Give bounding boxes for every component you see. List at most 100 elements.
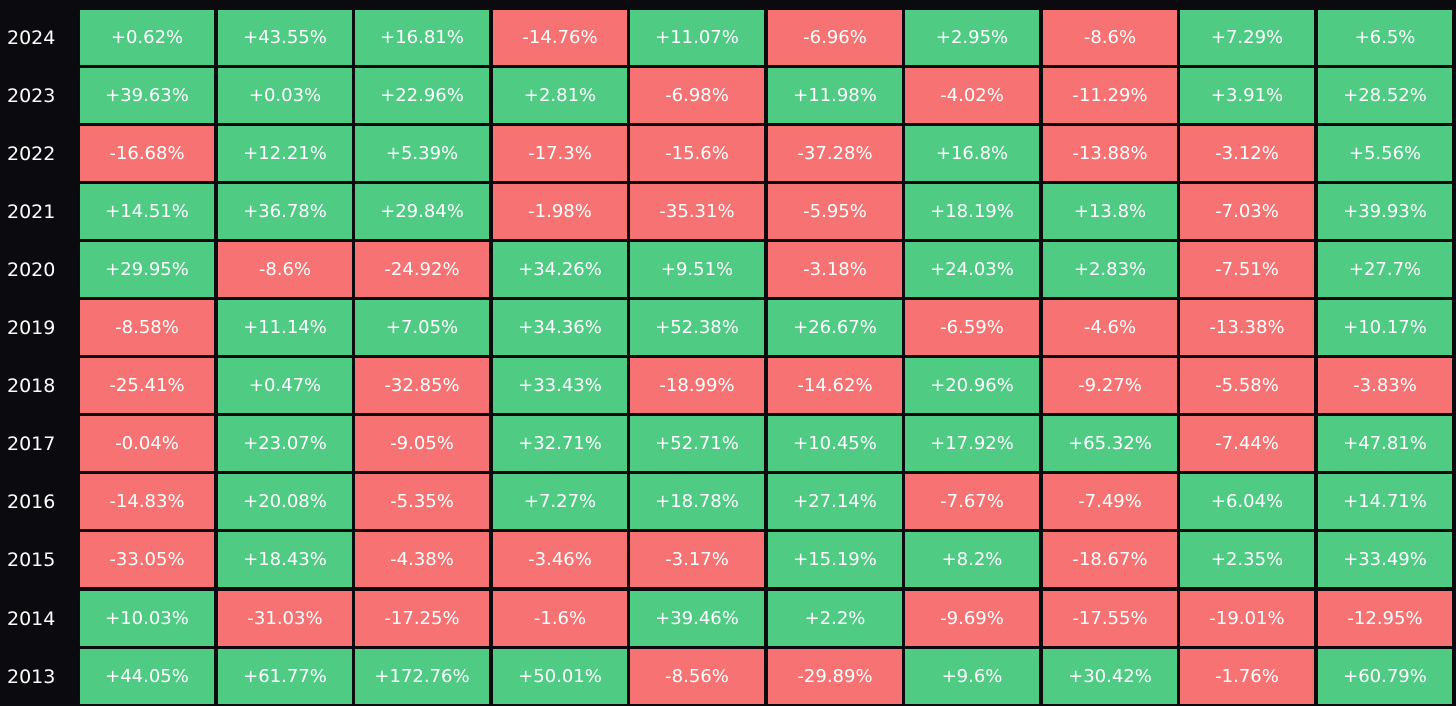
heatmap-cell: +2.2% bbox=[768, 591, 902, 646]
heatmap-cell: +0.47% bbox=[218, 358, 352, 413]
heatmap-cell: -24.92% bbox=[355, 242, 489, 297]
heatmap-cell: -3.18% bbox=[768, 242, 902, 297]
heatmap-cell: -7.49% bbox=[1043, 474, 1177, 529]
heatmap-cell: +16.81% bbox=[355, 10, 489, 65]
year-label: 2015 bbox=[7, 548, 56, 571]
heatmap-cell: +52.38% bbox=[630, 300, 764, 355]
heatmap-cell: -6.59% bbox=[905, 300, 1039, 355]
heatmap-cell: -1.76% bbox=[1180, 649, 1314, 704]
heatmap-cell: +39.63% bbox=[80, 68, 214, 123]
heatmap-cell: -7.67% bbox=[905, 474, 1039, 529]
heatmap-cell: +50.01% bbox=[493, 649, 627, 704]
heatmap-cell: +17.92% bbox=[905, 416, 1039, 471]
heatmap-cell: -13.38% bbox=[1180, 300, 1314, 355]
heatmap-cell: +9.51% bbox=[630, 242, 764, 297]
heatmap-cell: +18.19% bbox=[905, 184, 1039, 239]
heatmap-cell: -18.67% bbox=[1043, 532, 1177, 587]
heatmap-cell: -9.27% bbox=[1043, 358, 1177, 413]
year-label: 2018 bbox=[7, 374, 56, 397]
year-label: 2022 bbox=[7, 142, 56, 165]
heatmap-cell: +8.2% bbox=[905, 532, 1039, 587]
heatmap-cell: +10.45% bbox=[768, 416, 902, 471]
heatmap-cell: -8.6% bbox=[1043, 10, 1177, 65]
heatmap-cell: +34.36% bbox=[493, 300, 627, 355]
heatmap-cell: +33.43% bbox=[493, 358, 627, 413]
heatmap-cell: +60.79% bbox=[1318, 649, 1452, 704]
heatmap-cell: +10.17% bbox=[1318, 300, 1452, 355]
heatmap-cell: -5.95% bbox=[768, 184, 902, 239]
year-label: 2024 bbox=[7, 26, 56, 49]
heatmap-cell: +14.71% bbox=[1318, 474, 1452, 529]
heatmap-cell: -4.02% bbox=[905, 68, 1039, 123]
heatmap-cell: +33.49% bbox=[1318, 532, 1452, 587]
heatmap-cell: +10.03% bbox=[80, 591, 214, 646]
heatmap-cell: -8.58% bbox=[80, 300, 214, 355]
year-label: 2021 bbox=[7, 200, 56, 223]
heatmap-cell: -17.25% bbox=[355, 591, 489, 646]
year-label: 2023 bbox=[7, 84, 56, 107]
heatmap-cell: +27.14% bbox=[768, 474, 902, 529]
heatmap-cell: +18.43% bbox=[218, 532, 352, 587]
heatmap-cell: +23.07% bbox=[218, 416, 352, 471]
heatmap-cell: -16.68% bbox=[80, 126, 214, 181]
heatmap-cell: +0.03% bbox=[218, 68, 352, 123]
heatmap-cell: +32.71% bbox=[493, 416, 627, 471]
heatmap-cell: +2.81% bbox=[493, 68, 627, 123]
heatmap-cell: +6.04% bbox=[1180, 474, 1314, 529]
heatmap-cell: -6.98% bbox=[630, 68, 764, 123]
year-label: 2014 bbox=[7, 607, 56, 630]
heatmap-cell: -14.76% bbox=[493, 10, 627, 65]
heatmap-cell: -9.05% bbox=[355, 416, 489, 471]
heatmap-cell: -1.98% bbox=[493, 184, 627, 239]
heatmap-cell: +26.67% bbox=[768, 300, 902, 355]
heatmap-cell: +9.6% bbox=[905, 649, 1039, 704]
heatmap-cell: +7.27% bbox=[493, 474, 627, 529]
heatmap-cell: -3.12% bbox=[1180, 126, 1314, 181]
heatmap-cell: +11.07% bbox=[630, 10, 764, 65]
heatmap-cell: +61.77% bbox=[218, 649, 352, 704]
heatmap-cell: -3.83% bbox=[1318, 358, 1452, 413]
heatmap-cell: +7.05% bbox=[355, 300, 489, 355]
heatmap-cell: -7.03% bbox=[1180, 184, 1314, 239]
heatmap-cell: +12.21% bbox=[218, 126, 352, 181]
heatmap-cell: -17.3% bbox=[493, 126, 627, 181]
heatmap-cell: +2.35% bbox=[1180, 532, 1314, 587]
heatmap-cell: -25.41% bbox=[80, 358, 214, 413]
heatmap-cell: +36.78% bbox=[218, 184, 352, 239]
heatmap-cell: -31.03% bbox=[218, 591, 352, 646]
heatmap-cell: -37.28% bbox=[768, 126, 902, 181]
heatmap-cell: -14.62% bbox=[768, 358, 902, 413]
heatmap-cell: +5.56% bbox=[1318, 126, 1452, 181]
heatmap-cell: -32.85% bbox=[355, 358, 489, 413]
year-label: 2020 bbox=[7, 258, 56, 281]
heatmap-cell: +22.96% bbox=[355, 68, 489, 123]
year-label: 2017 bbox=[7, 432, 56, 455]
heatmap-cell: +29.95% bbox=[80, 242, 214, 297]
heatmap-cell: -7.44% bbox=[1180, 416, 1314, 471]
heatmap-cell: +39.93% bbox=[1318, 184, 1452, 239]
heatmap-cell: -0.04% bbox=[80, 416, 214, 471]
heatmap-cell: +47.81% bbox=[1318, 416, 1452, 471]
heatmap-cell: -14.83% bbox=[80, 474, 214, 529]
heatmap-cell: +13.8% bbox=[1043, 184, 1177, 239]
heatmap-cell: -4.6% bbox=[1043, 300, 1177, 355]
heatmap-cell: +3.91% bbox=[1180, 68, 1314, 123]
heatmap-cell: +39.46% bbox=[630, 591, 764, 646]
heatmap-cell: +52.71% bbox=[630, 416, 764, 471]
heatmap-cell: -5.35% bbox=[355, 474, 489, 529]
heatmap-cell: +172.76% bbox=[355, 649, 489, 704]
heatmap-cell: +0.62% bbox=[80, 10, 214, 65]
heatmap-cell: -13.88% bbox=[1043, 126, 1177, 181]
heatmap-cell: +20.96% bbox=[905, 358, 1039, 413]
year-label: 2019 bbox=[7, 316, 56, 339]
heatmap-cell: +34.26% bbox=[493, 242, 627, 297]
heatmap-cell: -33.05% bbox=[80, 532, 214, 587]
year-label: 2016 bbox=[7, 490, 56, 513]
heatmap-cell: +14.51% bbox=[80, 184, 214, 239]
heatmap-cell: +2.95% bbox=[905, 10, 1039, 65]
heatmap-cell: +18.78% bbox=[630, 474, 764, 529]
heatmap-cell: +24.03% bbox=[905, 242, 1039, 297]
heatmap-cell: +6.5% bbox=[1318, 10, 1452, 65]
heatmap-cell: -35.31% bbox=[630, 184, 764, 239]
